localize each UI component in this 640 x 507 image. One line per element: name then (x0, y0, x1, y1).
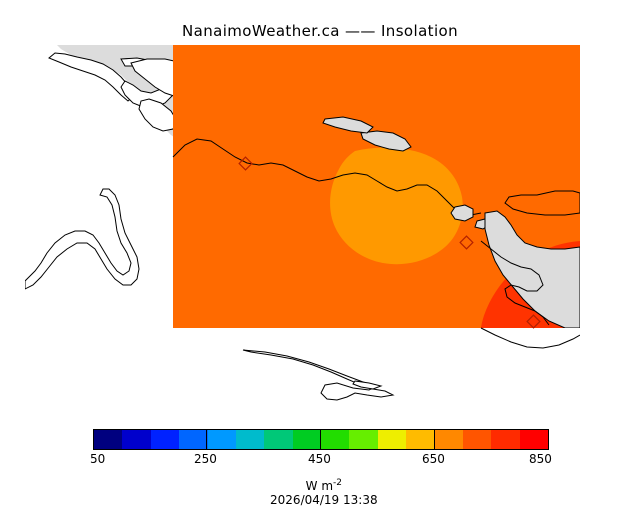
colorbar-swatch-14 (491, 430, 520, 449)
peninsula-north-finger-1 (360, 130, 412, 152)
colorbar-swatch-15 (519, 430, 548, 449)
colorbar-swatch-2 (150, 430, 180, 449)
timestamp-label: 2026/04/19 13:38 (270, 493, 378, 507)
inlet-northwest-3 (138, 98, 178, 132)
island-bottom-spur (352, 380, 383, 390)
colorbar-swatch-0 (94, 430, 123, 449)
colorbar[interactable] (93, 429, 549, 450)
colorbar-tick-650 (434, 429, 435, 450)
domain-bottom-cutoff (25, 328, 580, 410)
colorbar-swatch-11 (406, 430, 435, 449)
colorbar-label-min: 50 (90, 452, 106, 466)
colorbar-swatches[interactable] (93, 429, 549, 450)
colorbar-label-max: 850 (529, 452, 552, 466)
island-bottom-center (242, 349, 395, 401)
colorbar-swatch-5 (235, 430, 265, 449)
island-southeast-long (504, 190, 580, 216)
colorbar-swatch-10 (377, 430, 407, 449)
colorbar-tick-250 (206, 429, 207, 450)
units-label: W m (305, 479, 334, 493)
colorbar-swatch-9 (349, 430, 378, 449)
peninsula-north-finger-2 (322, 116, 374, 134)
station-marker-southeast[interactable] (526, 314, 541, 329)
colorbar-tick-450 (320, 429, 321, 450)
coastline-mainland-south (172, 138, 482, 216)
inlet-northwest-1 (48, 52, 136, 102)
colorbar-swatch-4 (207, 430, 236, 449)
colorbar-label-650: 650 (422, 452, 445, 466)
colorbar-swatch-1 (122, 430, 151, 449)
colorbar-swatch-6 (264, 430, 293, 449)
colorbar-swatch-8 (321, 430, 350, 449)
colorbar-swatch-12 (434, 430, 463, 449)
colorbar-swatch-3 (179, 430, 208, 449)
island-strait-small (450, 204, 474, 222)
island-northwest-narrow (25, 188, 140, 290)
colorbar-label-250: 250 (194, 452, 217, 466)
colorbar-swatch-7 (292, 430, 321, 449)
coastline-red-zone (480, 240, 550, 326)
colorbar-label-450: 450 (308, 452, 331, 466)
map-panel[interactable] (25, 45, 580, 410)
page-title: NanaimoWeather.ca —— Insolation (181, 22, 458, 40)
colorbar-units-timestamp: W m-2 2026/04/19 13:38 (0, 464, 640, 507)
station-markers[interactable] (238, 156, 541, 329)
landmass-southeast (484, 210, 580, 329)
station-marker-central[interactable] (459, 235, 474, 250)
map-canvas[interactable] (25, 45, 580, 410)
station-marker-north[interactable] (238, 156, 253, 171)
field-amber-blob (330, 147, 463, 265)
colorbar-swatch-13 (462, 430, 492, 449)
coastline-southeast-lower (480, 327, 580, 349)
